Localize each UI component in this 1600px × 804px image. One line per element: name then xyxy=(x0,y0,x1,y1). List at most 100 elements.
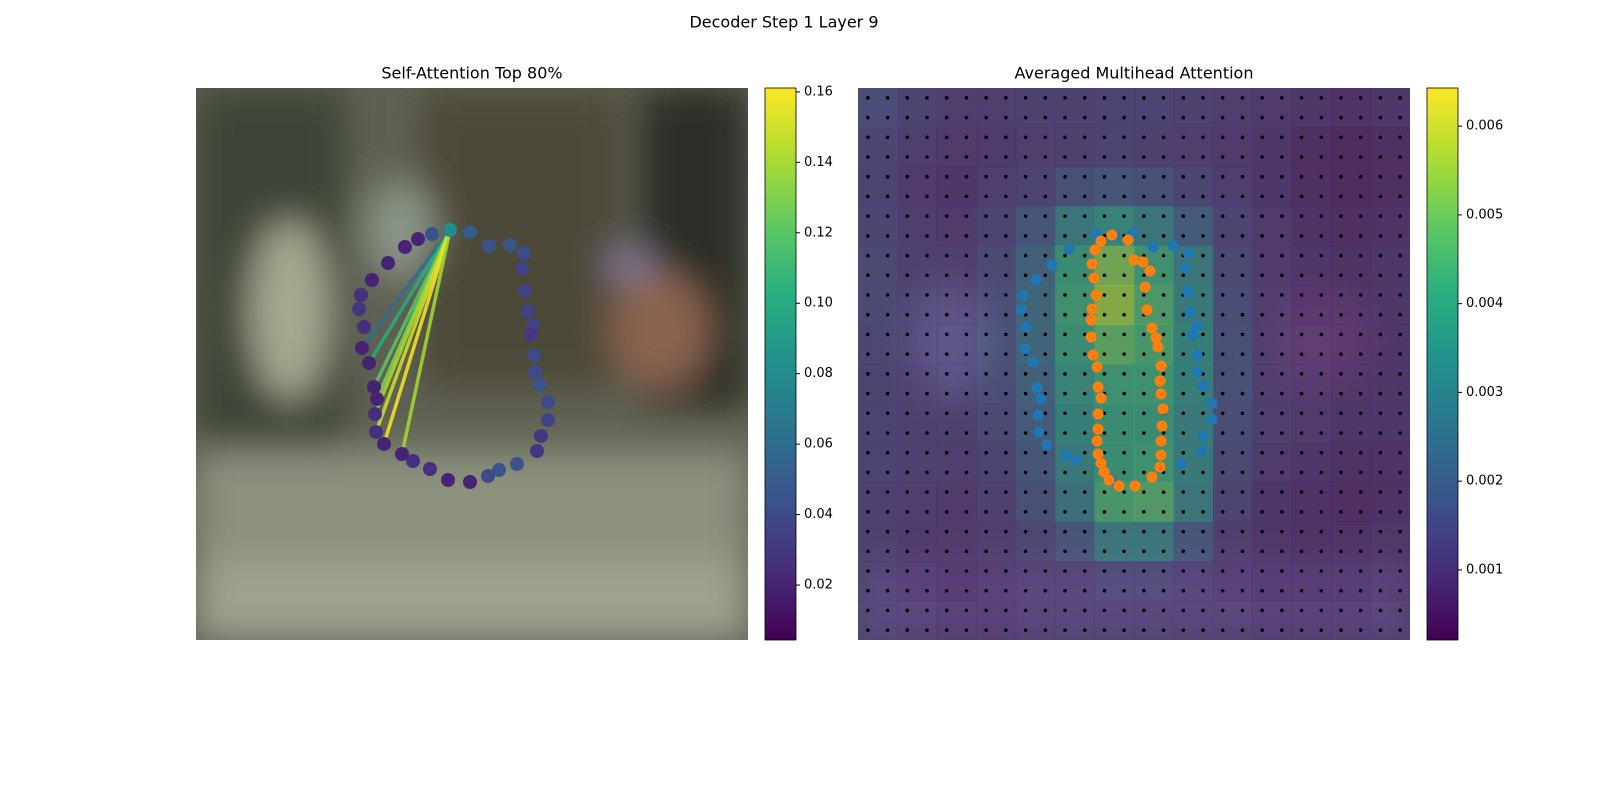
grid-dot xyxy=(1122,372,1126,376)
grid-dot xyxy=(1004,391,1008,396)
grid-dot xyxy=(1181,431,1186,435)
grid-dot xyxy=(1378,174,1383,179)
grid-dot xyxy=(925,391,929,396)
grid-dot xyxy=(1142,135,1146,140)
grid-dot xyxy=(1240,490,1245,494)
grid-dot xyxy=(1260,372,1264,376)
grid-dot xyxy=(1339,450,1343,455)
grid-dot xyxy=(1023,628,1028,632)
grid-dot xyxy=(1339,391,1343,396)
heat-cell xyxy=(1370,403,1410,444)
point xyxy=(1128,254,1140,266)
grid-dot xyxy=(1358,214,1363,218)
grid-dot xyxy=(984,549,988,554)
grid-dot xyxy=(925,431,929,435)
heat-cell xyxy=(1252,600,1293,640)
heat-cell xyxy=(1055,561,1096,602)
grid-dot xyxy=(866,372,870,376)
grid-dot xyxy=(1220,391,1225,396)
point xyxy=(1106,229,1118,241)
grid-dot xyxy=(1358,273,1363,278)
grid-dot xyxy=(1004,431,1008,435)
grid-dot xyxy=(984,194,988,199)
grid-dot xyxy=(1299,135,1304,140)
heat-cell xyxy=(858,127,898,168)
grid-dot xyxy=(885,194,890,199)
grid-dot xyxy=(1043,194,1048,199)
grid-dot xyxy=(1142,549,1146,554)
heat-cell xyxy=(1212,166,1253,207)
heat-cell xyxy=(1134,88,1174,128)
grid-dot xyxy=(1378,293,1383,297)
grid-dot xyxy=(1280,529,1284,534)
grid-dot xyxy=(1378,96,1383,100)
grid-dot xyxy=(984,628,988,632)
point xyxy=(1146,322,1158,334)
grid-dot xyxy=(1043,608,1048,613)
grid-dot xyxy=(1181,450,1186,455)
grid-dot xyxy=(1240,135,1245,140)
grid-dot xyxy=(964,588,969,593)
grid-dot xyxy=(1161,273,1166,278)
grid-dot xyxy=(1398,510,1402,514)
point xyxy=(518,284,532,298)
grid-dot xyxy=(964,214,969,218)
point xyxy=(1167,240,1179,252)
grid-dot xyxy=(964,135,969,140)
point xyxy=(515,261,529,275)
grid-dot xyxy=(944,234,949,238)
grid-dot xyxy=(1260,490,1264,494)
grid-dot xyxy=(1102,569,1107,573)
grid-dot xyxy=(1378,194,1383,199)
grid-dot xyxy=(964,450,969,455)
point xyxy=(441,473,455,487)
grid-dot xyxy=(1358,569,1363,573)
point xyxy=(1154,461,1166,473)
grid-dot xyxy=(984,529,988,534)
grid-dot xyxy=(1378,588,1383,593)
heat-cell xyxy=(1370,324,1410,365)
grid-dot xyxy=(1082,569,1087,573)
grid-dot xyxy=(1358,391,1363,396)
grid-dot xyxy=(1201,490,1205,494)
grid-dot xyxy=(984,372,988,376)
point xyxy=(1085,331,1097,343)
grid-dot xyxy=(1280,411,1284,416)
grid-dot xyxy=(1220,194,1225,199)
point xyxy=(377,437,391,451)
heat-cell xyxy=(1252,403,1293,444)
grid-dot xyxy=(1240,234,1245,238)
point xyxy=(1155,435,1167,447)
grid-dot xyxy=(1398,431,1402,435)
point xyxy=(1196,445,1208,457)
point xyxy=(1141,304,1153,316)
grid-dot xyxy=(1339,431,1343,435)
grid-dot xyxy=(1142,391,1146,396)
grid-dot xyxy=(1260,155,1264,159)
point xyxy=(1122,234,1134,246)
heat-cell xyxy=(1370,245,1410,286)
grid-dot xyxy=(984,293,988,297)
grid-dot xyxy=(1063,628,1067,632)
grid-dot xyxy=(944,450,949,455)
grid-dot xyxy=(1240,529,1245,534)
grid-dot xyxy=(1299,372,1304,376)
grid-dot xyxy=(1102,332,1107,337)
grid-dot xyxy=(1181,608,1186,613)
grid-dot xyxy=(1398,628,1402,632)
heat-cell xyxy=(1094,324,1135,365)
point xyxy=(395,447,409,461)
grid-dot xyxy=(1398,155,1402,159)
heat-cell xyxy=(897,364,938,404)
grid-dot xyxy=(1240,273,1245,278)
heat-cell xyxy=(1173,166,1214,207)
grid-dot xyxy=(1280,293,1284,297)
heat-cell xyxy=(1015,206,1056,247)
grid-dot xyxy=(925,96,929,100)
grid-dot xyxy=(1043,96,1048,100)
grid-dot xyxy=(1299,470,1304,475)
grid-dot xyxy=(905,155,910,159)
grid-dot xyxy=(905,470,910,475)
grid-dot xyxy=(1319,352,1324,356)
